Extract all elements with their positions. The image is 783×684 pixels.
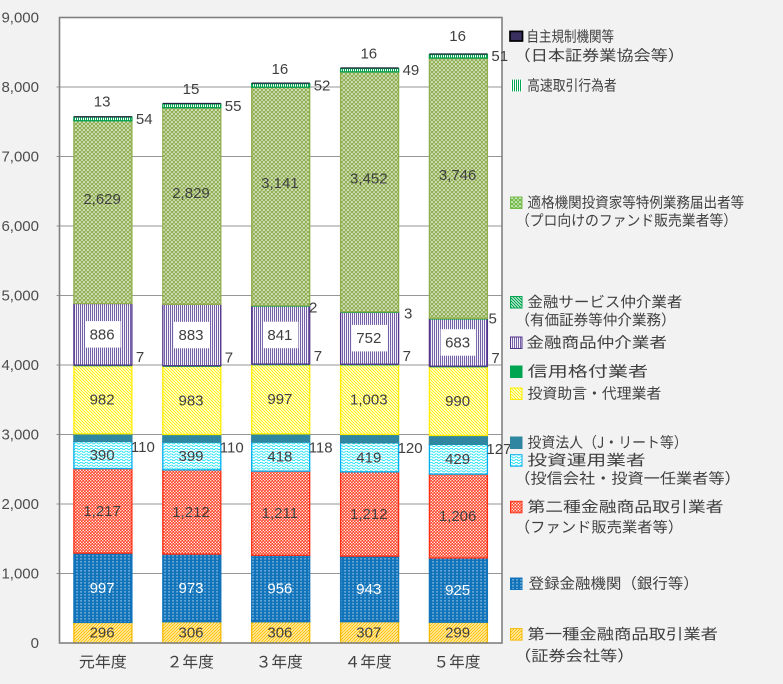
- svg-text:307: 307: [356, 624, 381, 641]
- svg-text:6,000: 6,000: [1, 218, 39, 235]
- svg-text:886: 886: [90, 326, 115, 343]
- svg-text:7: 7: [491, 350, 499, 367]
- svg-text:3,746: 3,746: [439, 167, 477, 184]
- svg-text:973: 973: [178, 580, 203, 597]
- svg-text:990: 990: [445, 393, 470, 410]
- svg-text:306: 306: [178, 624, 203, 641]
- svg-text:683: 683: [445, 334, 470, 351]
- svg-text:982: 982: [90, 392, 115, 409]
- svg-text:55: 55: [225, 98, 242, 115]
- svg-text:983: 983: [178, 392, 203, 409]
- svg-text:752: 752: [356, 330, 381, 347]
- svg-text:883: 883: [178, 327, 203, 344]
- svg-text:1,206: 1,206: [439, 508, 477, 525]
- svg-text:2,829: 2,829: [172, 185, 210, 202]
- svg-text:1,003: 1,003: [350, 392, 388, 409]
- svg-text:7: 7: [225, 350, 233, 367]
- svg-text:110: 110: [220, 440, 244, 457]
- svg-text:3,452: 3,452: [350, 171, 388, 188]
- svg-text:1,000: 1,000: [1, 566, 39, 583]
- svg-text:399: 399: [178, 448, 203, 465]
- svg-text:5,000: 5,000: [1, 288, 39, 305]
- svg-text:7,000: 7,000: [1, 149, 39, 166]
- svg-text:16: 16: [272, 61, 289, 78]
- svg-text:1,217: 1,217: [83, 503, 121, 520]
- svg-text:925: 925: [445, 582, 470, 599]
- svg-text:7: 7: [314, 348, 322, 365]
- svg-text:118: 118: [309, 439, 333, 456]
- svg-text:1,212: 1,212: [172, 504, 210, 521]
- svg-text:997: 997: [90, 580, 115, 597]
- svg-text:110: 110: [131, 439, 155, 456]
- svg-text:5: 5: [489, 311, 497, 328]
- svg-text:127: 127: [486, 441, 511, 458]
- svg-text:49: 49: [403, 62, 420, 79]
- svg-text:390: 390: [90, 447, 115, 464]
- svg-text:54: 54: [136, 111, 153, 128]
- svg-text:9,000: 9,000: [1, 10, 39, 27]
- svg-text:52: 52: [314, 77, 331, 94]
- svg-text:120: 120: [398, 440, 423, 457]
- svg-text:1,212: 1,212: [350, 506, 388, 523]
- svg-text:4,000: 4,000: [1, 357, 39, 374]
- svg-text:296: 296: [90, 625, 115, 642]
- svg-text:306: 306: [267, 624, 292, 641]
- svg-text:13: 13: [94, 94, 111, 111]
- svg-text:7: 7: [403, 348, 411, 365]
- svg-text:299: 299: [445, 625, 470, 642]
- svg-text:0: 0: [31, 635, 39, 652]
- svg-text:2: 2: [309, 300, 317, 317]
- svg-text:8,000: 8,000: [1, 79, 39, 96]
- svg-text:943: 943: [356, 581, 381, 598]
- svg-text:51: 51: [491, 48, 508, 65]
- svg-text:956: 956: [267, 581, 292, 598]
- svg-text:3: 3: [404, 306, 412, 323]
- svg-text:16: 16: [449, 28, 466, 45]
- svg-text:2,629: 2,629: [83, 191, 121, 208]
- svg-text:2,000: 2,000: [1, 496, 39, 513]
- svg-text:418: 418: [267, 449, 292, 466]
- svg-text:429: 429: [445, 451, 470, 468]
- svg-text:419: 419: [356, 449, 381, 466]
- svg-text:1,211: 1,211: [262, 505, 298, 522]
- svg-text:997: 997: [267, 391, 292, 408]
- svg-text:841: 841: [267, 327, 292, 344]
- svg-text:3,141: 3,141: [261, 175, 299, 192]
- svg-text:3,000: 3,000: [1, 427, 39, 444]
- svg-text:15: 15: [183, 81, 200, 98]
- svg-text:7: 7: [136, 349, 144, 366]
- svg-text:16: 16: [360, 46, 377, 63]
